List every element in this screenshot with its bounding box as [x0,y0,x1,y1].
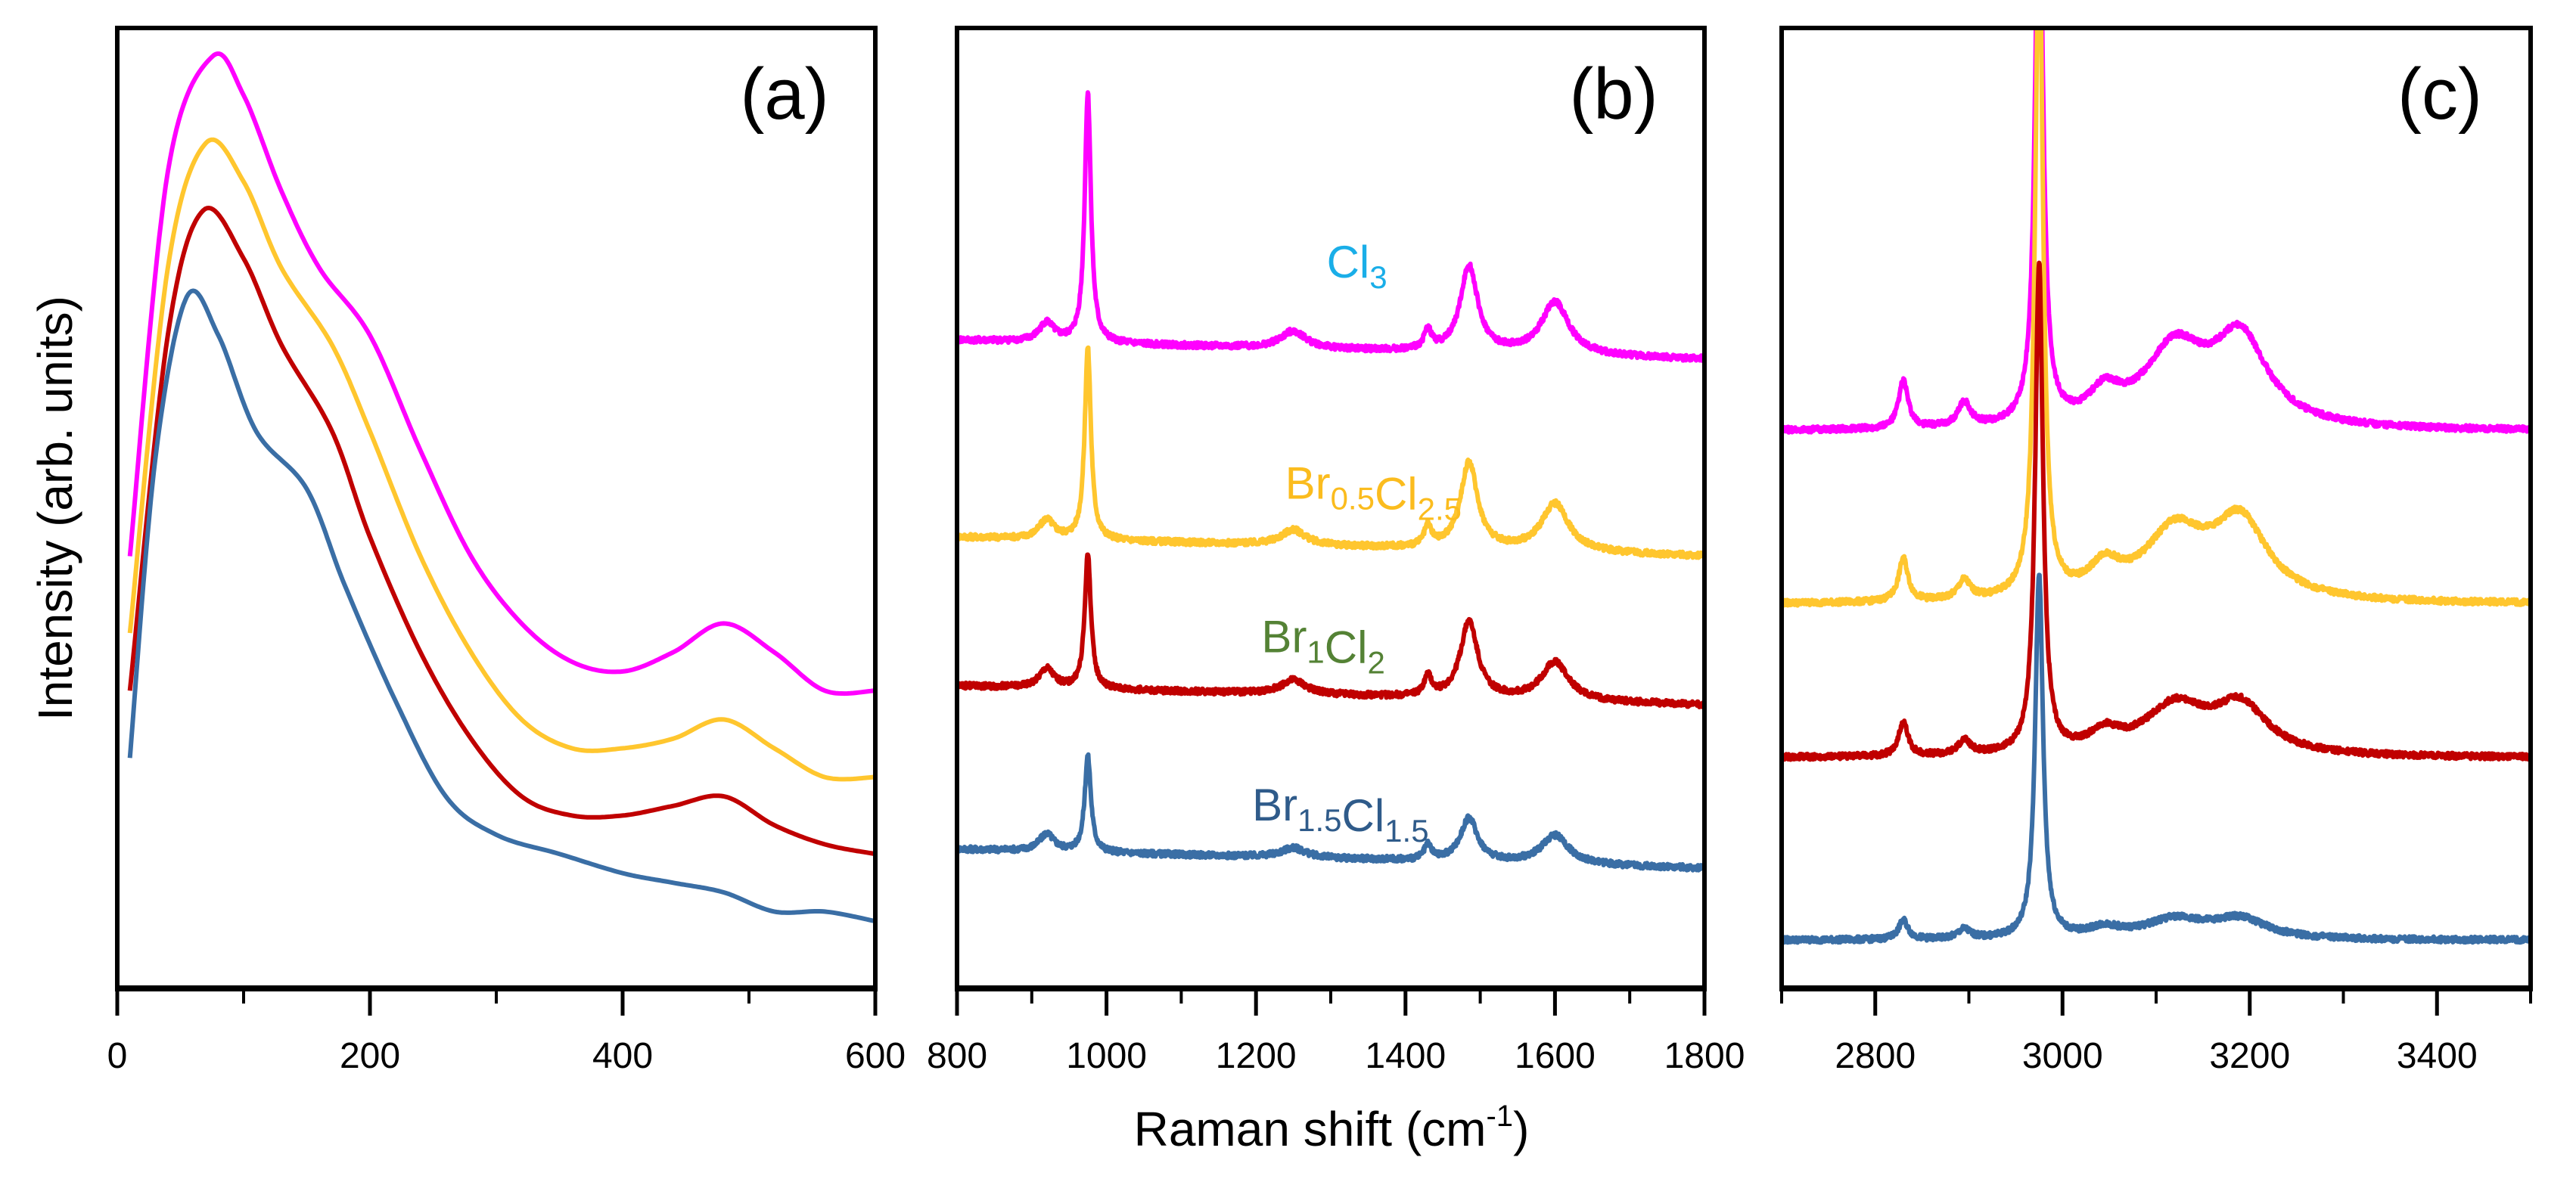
label-element: Br [1285,458,1331,508]
x-tick-label: 1200 [1216,1036,1297,1076]
label-subscript: 1.5 [1297,802,1341,838]
series-line-Br1_5Cl1_5 [957,752,1704,873]
panel-letter: (a) [740,54,828,135]
x-axis-title-main: Raman shift (cm [1134,1102,1487,1156]
series-line-Br0_5Cl2_5 [957,345,1704,560]
series-line-Br0_5Cl2_5 [127,137,875,782]
panel-letter: (c) [2397,54,2482,135]
x-tick-label: 3000 [2022,1036,2103,1076]
label-element: Cl [1327,237,1370,287]
panel-letter: (b) [1569,54,1658,135]
series-line-Br0_5Cl2_5 [1782,28,2531,608]
x-tick-label: 3400 [2397,1036,2478,1076]
series-line-Br1Cl2 [1782,260,2531,762]
x-tick-label: 600 [845,1036,906,1076]
x-tick-label: 3200 [2209,1036,2290,1076]
panel-frame [1779,26,2533,991]
label-element: Br [1261,612,1307,662]
label-subscript: 3 [1369,259,1387,295]
x-tick-label: 0 [107,1036,128,1076]
x-axis-title-end: ) [1513,1102,1529,1156]
series-label-Br0_5Cl2_5: Br0.5Cl2.5 [1285,458,1462,526]
series-line-Br1Cl2 [957,552,1704,709]
label-element: Cl [1325,622,1368,673]
label-element: Br [1252,780,1297,830]
label-subscript: 2.5 [1418,491,1462,526]
series-line-Br1_5Cl1_5 [127,288,875,924]
label-subscript: 0.5 [1331,480,1375,516]
series-line-Cl3 [127,51,875,696]
x-axis-title-sup: -1 [1486,1100,1513,1133]
label-element: Cl [1342,790,1385,841]
panel-b: 800 1000 1200 1400 1600 1800(b)Cl3Br0.5Cl2.5B… [927,26,1745,1076]
y-axis-title: Intensity (arb. units) [28,296,82,721]
series-label-Br1_5Cl1_5: Br1.5Cl1.5 [1252,780,1428,848]
panel-c: 2800 3000 3200 3400 (c) [1779,26,2533,1076]
series-label-Br1Cl2: Br1Cl2 [1261,612,1384,681]
x-tick-label: 1400 [1365,1036,1446,1076]
series-label-Cl3: Cl3 [1327,237,1387,295]
x-tick-label: 400 [592,1036,653,1076]
x-tick-label: 1800 [1664,1036,1745,1076]
x-tick-label: 200 [340,1036,400,1076]
x-tick-label: 800 [927,1036,987,1076]
series-line-Br1Cl2 [127,206,875,857]
series-line-Cl3 [1782,28,2531,435]
x-tick-label: 1600 [1515,1036,1596,1076]
x-tick-label: 1000 [1066,1036,1147,1076]
label-subscript: 1.5 [1384,813,1428,848]
panel-frame [115,26,878,991]
series-line-Cl3 [957,90,1704,364]
label-subscript: 2 [1367,645,1384,681]
series-line-Br1_5Cl1_5 [1782,572,2531,945]
label-element: Cl [1375,468,1418,519]
panel-a: 0 200 400 600 (a) [107,26,906,1076]
label-subscript: 1 [1307,634,1324,670]
x-tick-label: 2800 [1835,1036,1916,1076]
x-axis-title: Raman shift (cm-1) [1134,1100,1530,1156]
